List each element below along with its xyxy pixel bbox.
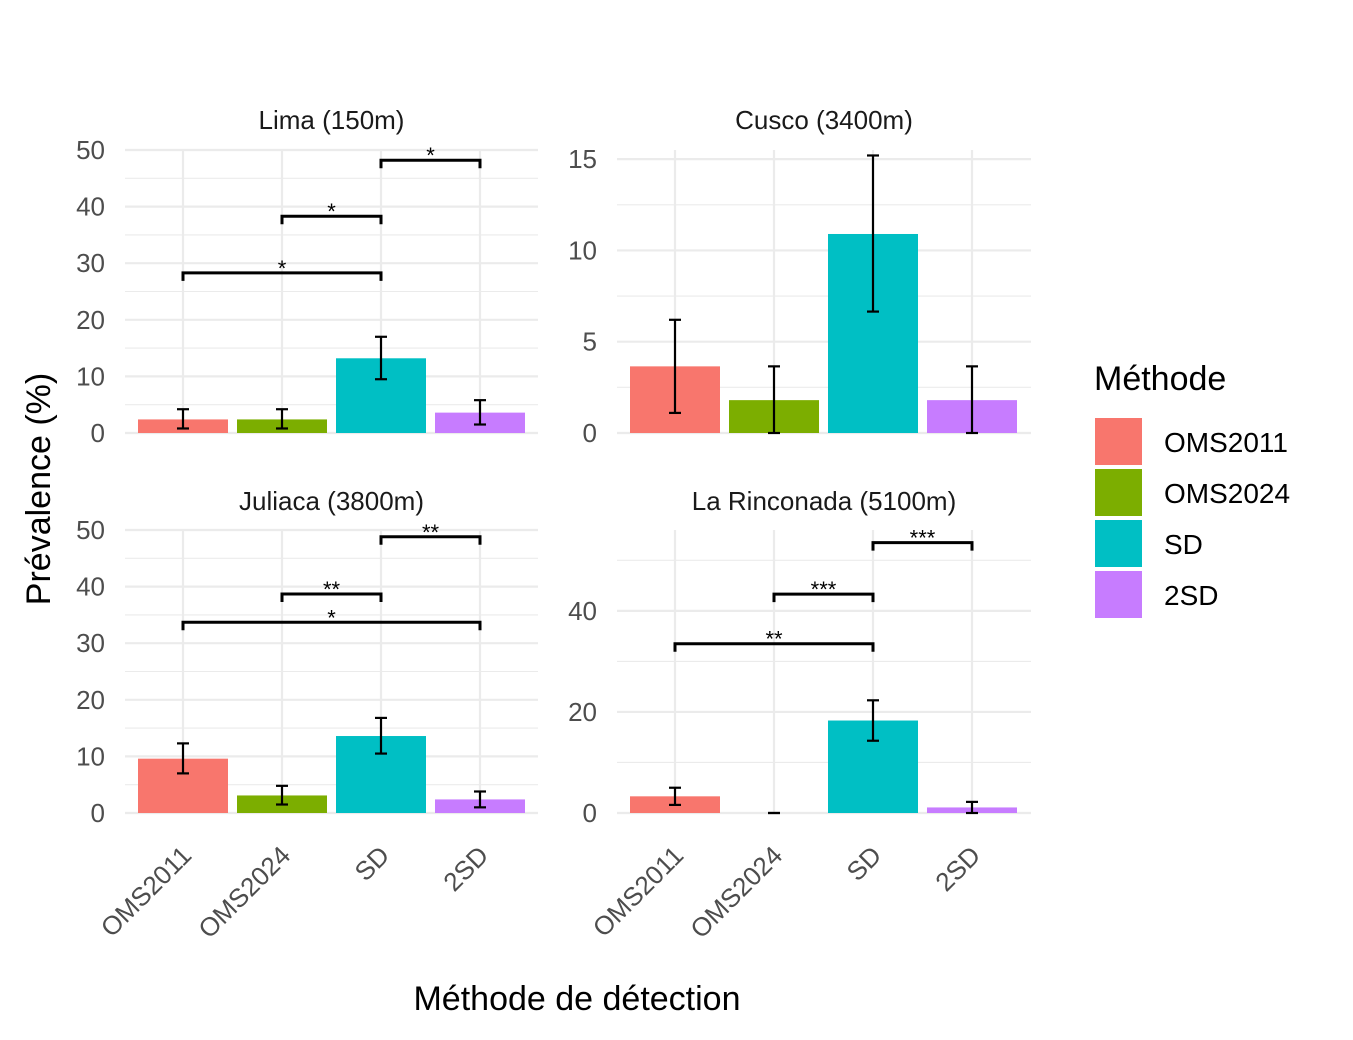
error-bar bbox=[276, 784, 288, 806]
x-tick-label: OMS2011 bbox=[587, 840, 690, 943]
legend-label: SD bbox=[1164, 529, 1203, 560]
y-tick-label: 0 bbox=[91, 418, 105, 448]
x-tick-label: 2SD bbox=[929, 840, 986, 897]
significance-label: ** bbox=[422, 520, 440, 545]
y-axis-title: Prévalence (%) bbox=[20, 373, 58, 605]
y-tick-label: 30 bbox=[76, 248, 105, 278]
error-bar bbox=[669, 786, 681, 807]
y-tick-label: 5 bbox=[583, 327, 597, 357]
x-tick-label: OMS2024 bbox=[684, 840, 788, 944]
significance-label: ** bbox=[765, 627, 783, 652]
significance-label: *** bbox=[910, 526, 936, 551]
legend-swatch-oms2024 bbox=[1095, 469, 1142, 516]
significance-label: ** bbox=[323, 577, 341, 602]
x-tick-label: SD bbox=[840, 840, 887, 887]
legend-label: OMS2024 bbox=[1164, 478, 1290, 509]
error-bar bbox=[966, 800, 978, 815]
significance-label: * bbox=[327, 605, 336, 630]
y-tick-label: 15 bbox=[568, 144, 597, 174]
significance-bracket: *** bbox=[871, 526, 974, 551]
legend: Méthode OMS2011 OMS2024 SD 2SD bbox=[1094, 360, 1290, 618]
x-tick-label: 2SD bbox=[437, 840, 494, 897]
y-tick-label: 20 bbox=[76, 685, 105, 715]
x-axis-title: Méthode de détection bbox=[413, 980, 740, 1018]
significance-bracket: ** bbox=[280, 577, 383, 602]
significance-bracket: ** bbox=[379, 520, 482, 545]
error-bar bbox=[669, 318, 681, 415]
y-tick-label: 40 bbox=[568, 596, 597, 626]
y-tick-label: 50 bbox=[76, 135, 105, 165]
y-tick-label: 40 bbox=[76, 572, 105, 602]
legend-swatch-oms2011 bbox=[1095, 418, 1142, 465]
y-tick-label: 0 bbox=[583, 418, 597, 448]
legend-label: 2SD bbox=[1164, 580, 1218, 611]
error-bar bbox=[177, 742, 189, 775]
significance-label: *** bbox=[811, 577, 837, 602]
y-tick-label: 10 bbox=[568, 235, 597, 265]
error-bar bbox=[867, 154, 879, 313]
panel-1: 0 10 20 30 40 50 Lima (150m) * * * bbox=[76, 105, 538, 448]
panel-title: Lima (150m) bbox=[259, 105, 405, 135]
y-tick-label: 10 bbox=[76, 741, 105, 771]
y-tick-label: 0 bbox=[91, 798, 105, 828]
significance-bracket: * bbox=[379, 143, 482, 168]
significance-label: * bbox=[278, 256, 287, 281]
y-tick-label: 20 bbox=[568, 697, 597, 727]
y-tick-label: 10 bbox=[76, 361, 105, 391]
error-bar bbox=[375, 716, 387, 755]
y-tick-label: 0 bbox=[583, 798, 597, 828]
significance-bracket: * bbox=[181, 605, 482, 631]
error-bar bbox=[966, 365, 978, 435]
y-tick-label: 20 bbox=[76, 305, 105, 335]
significance-bracket: ** bbox=[673, 627, 875, 652]
y-tick-label: 50 bbox=[76, 515, 105, 545]
error-bar bbox=[474, 790, 486, 809]
error-bar bbox=[375, 335, 387, 381]
panel-title: La Rinconada (5100m) bbox=[692, 486, 957, 516]
significance-bracket: *** bbox=[772, 577, 875, 602]
x-tick-label: OMS2011 bbox=[95, 840, 198, 943]
y-tick-label: 30 bbox=[76, 628, 105, 658]
error-bar bbox=[177, 408, 189, 430]
significance-bracket: * bbox=[280, 199, 383, 224]
x-tick-label: OMS2024 bbox=[192, 840, 296, 944]
panel-title: Juliaca (3800m) bbox=[239, 486, 424, 516]
legend-swatch-2sd bbox=[1095, 571, 1142, 618]
x-tick-label: SD bbox=[348, 840, 395, 887]
panel-2: 0 5 10 15 Cusco (3400m) bbox=[568, 105, 1031, 448]
error-bar bbox=[867, 699, 879, 742]
error-bar bbox=[474, 399, 486, 426]
legend-swatch-sd bbox=[1095, 520, 1142, 567]
error-bar bbox=[768, 365, 780, 435]
significance-label: * bbox=[327, 199, 336, 224]
y-tick-label: 40 bbox=[76, 192, 105, 222]
legend-label: OMS2011 bbox=[1164, 427, 1288, 458]
significance-bracket: * bbox=[181, 256, 383, 281]
error-bar bbox=[276, 408, 288, 430]
legend-title: Méthode bbox=[1094, 360, 1226, 398]
significance-label: * bbox=[426, 143, 435, 168]
panel-title: Cusco (3400m) bbox=[735, 105, 913, 135]
